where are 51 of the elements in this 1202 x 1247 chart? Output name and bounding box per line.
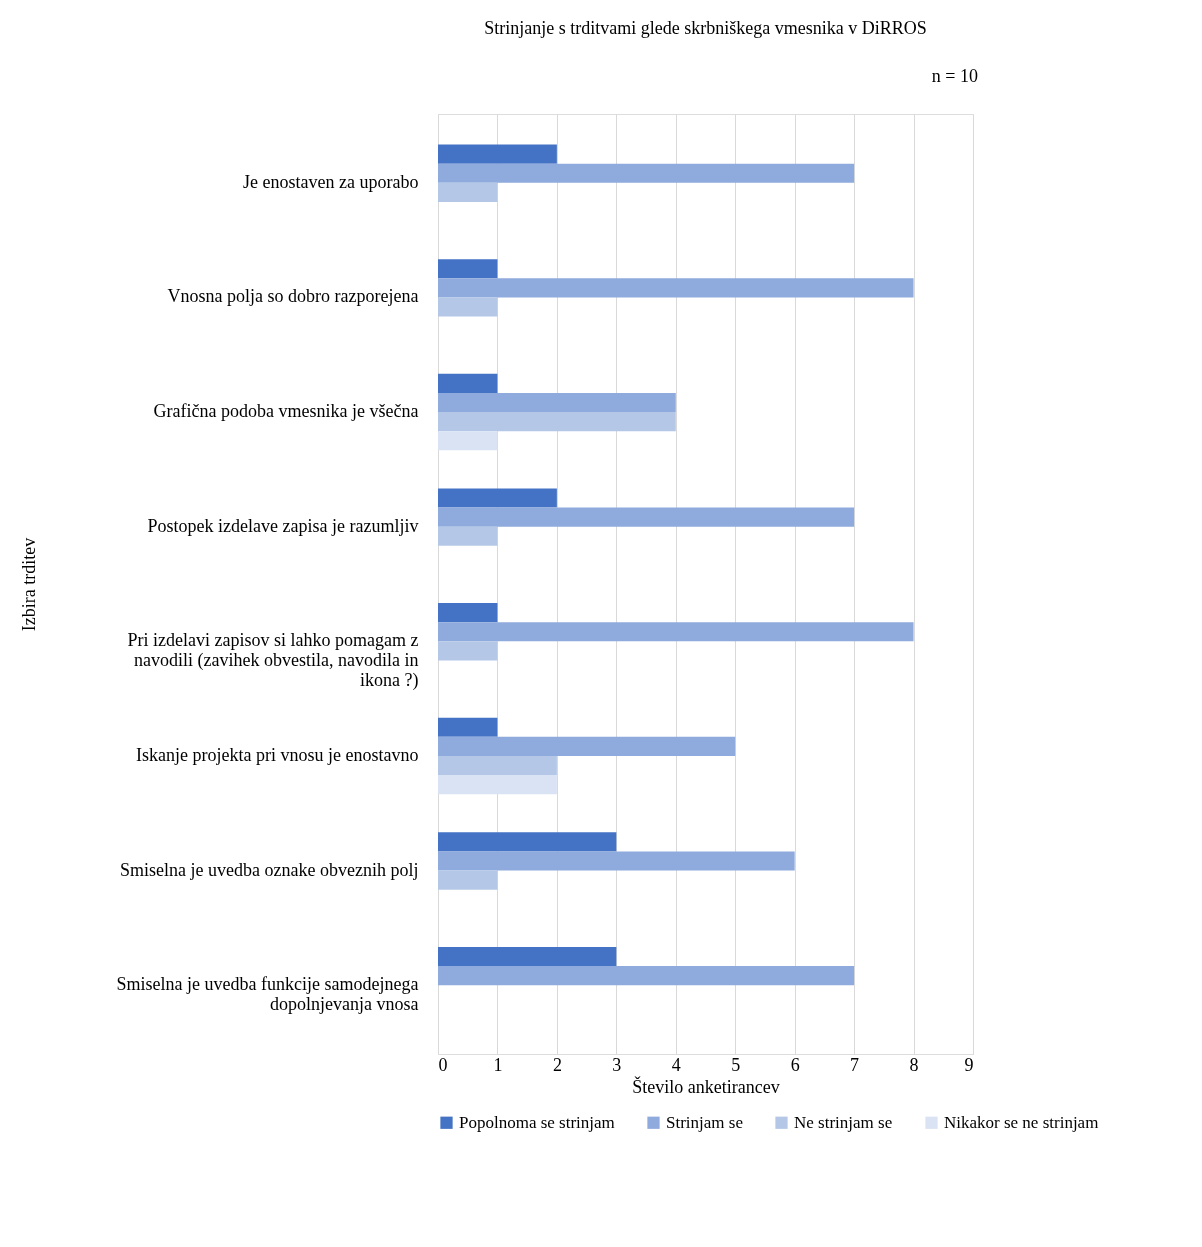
y-tick-label: Smiselna je uvedba oznake obveznih polj	[120, 859, 419, 880]
bar	[438, 297, 498, 317]
legend-label: Strinjam se	[666, 1112, 743, 1132]
x-tick-label: 5	[731, 1054, 741, 1075]
legend-label: Nikakor se ne strinjam	[944, 1112, 1099, 1132]
x-tick-label: 2	[552, 1054, 562, 1075]
y-axis-title: Izbira trditev	[18, 537, 39, 632]
x-tick-label: 8	[909, 1054, 919, 1075]
bar	[438, 755, 557, 776]
bar	[438, 278, 914, 298]
bar	[438, 526, 498, 546]
legend-label: Popolnoma se strinjam	[459, 1112, 615, 1132]
x-axis-title: Število anketirancev	[632, 1075, 780, 1097]
bar	[438, 717, 498, 737]
bar	[438, 966, 855, 986]
bar	[438, 259, 498, 279]
chart-title: Strinjanje s trditvami glede skrbniškega vmesnika v DiRROS	[484, 18, 927, 38]
bar	[438, 144, 557, 164]
y-tick-label: Iskanje projekta pri vnosu je enostavno	[136, 744, 419, 765]
bar	[438, 870, 498, 890]
bar	[438, 832, 617, 852]
bar	[438, 392, 676, 413]
bar	[438, 488, 557, 508]
y-tick-label: Pri izdelavi zapisov si lahko pomagam z navodili (zavihek obvestila, navodila in ikona ?)	[127, 630, 419, 692]
bar	[438, 373, 498, 393]
x-tick-label: 4	[671, 1054, 681, 1075]
x-tick-label: 9	[964, 1054, 974, 1075]
y-tick-label: Grafična podoba vmesnika je všečna	[153, 401, 419, 422]
bar	[438, 641, 498, 661]
bar	[438, 851, 795, 871]
y-tick-label: Vnosna polja so dobro razporejena	[167, 286, 419, 307]
bar	[438, 431, 498, 451]
legend-label: Ne strinjam se	[794, 1112, 893, 1132]
bar	[438, 947, 617, 967]
text: n = 10	[931, 66, 978, 86]
bar	[438, 182, 498, 202]
bar	[438, 603, 498, 623]
y-tick-label: Smiselna je uvedba funkcije samodejnega dopolnjevanja vnosa	[116, 974, 419, 1015]
bar	[438, 736, 736, 756]
x-tick-label: 7	[850, 1054, 860, 1075]
bar	[438, 163, 855, 183]
y-tick-label: Je enostaven za uporabo	[243, 171, 419, 192]
bar	[438, 622, 914, 642]
bar	[438, 412, 676, 432]
x-tick-label: 0	[438, 1054, 448, 1075]
x-tick-label: 6	[790, 1054, 800, 1075]
bar	[438, 507, 855, 527]
x-tick-label: 1	[493, 1054, 503, 1075]
x-tick-label: 3	[612, 1054, 622, 1075]
y-tick-label: Postopek izdelave zapisa je razumljiv	[147, 515, 419, 536]
bar	[438, 775, 557, 795]
